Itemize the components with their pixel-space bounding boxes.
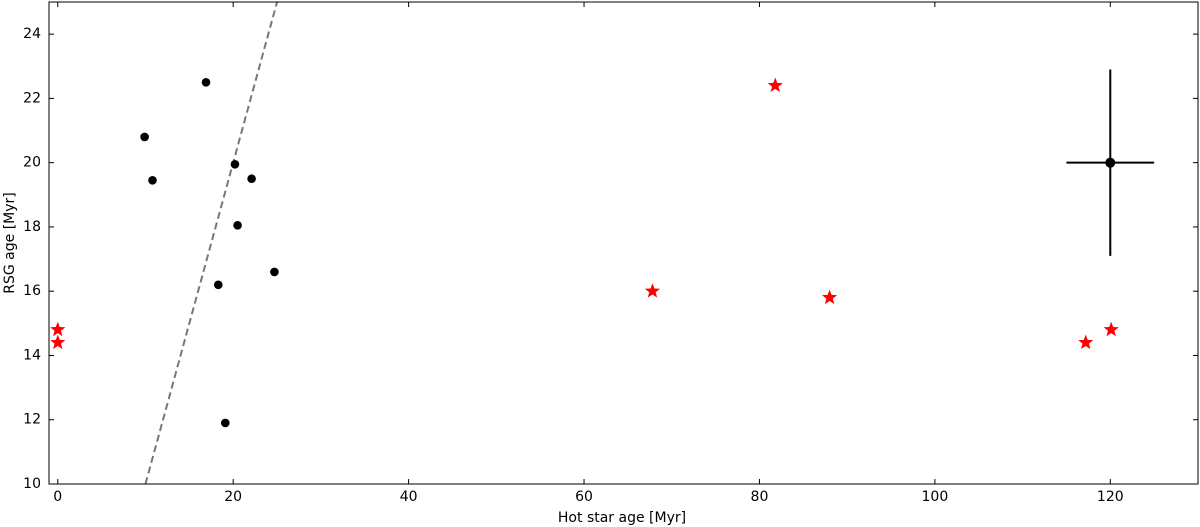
- star-point: [644, 283, 661, 298]
- point: [140, 132, 149, 142]
- x-tick-label: 20: [224, 489, 242, 505]
- star-point: [1078, 334, 1094, 350]
- point: [213, 280, 223, 290]
- reference-line: [144, 1, 279, 485]
- point: [230, 159, 240, 169]
- star-point: [822, 289, 838, 305]
- x-tick-label: 120: [1097, 489, 1124, 505]
- point: [247, 174, 256, 184]
- y-tick-label: 10: [23, 476, 41, 492]
- plot-frame: [48, 1, 1199, 485]
- x-tick-label: 0: [53, 489, 62, 505]
- star-point: [50, 321, 66, 337]
- x-tick-label: 80: [751, 489, 769, 505]
- error-point: [1105, 157, 1116, 168]
- point: [270, 267, 279, 277]
- x-tick-label: 40: [400, 489, 418, 505]
- point: [220, 418, 230, 428]
- point: [201, 78, 211, 87]
- y-tick-label: 18: [23, 219, 41, 235]
- point: [148, 176, 157, 185]
- star-point: [1103, 321, 1119, 337]
- y-tick-label: 12: [23, 412, 41, 428]
- y-tick-label: 20: [23, 155, 41, 171]
- y-tick-label: 22: [23, 90, 41, 106]
- x-tick-label: 60: [575, 489, 593, 505]
- y-axis-label: RSG age [Myr]: [2, 192, 18, 294]
- x-tick-label: 100: [922, 489, 949, 505]
- y-tick-label: 24: [23, 26, 41, 42]
- y-tick-label: 14: [23, 347, 41, 363]
- star-point: [50, 334, 66, 350]
- point: [233, 221, 242, 230]
- star-point: [767, 77, 783, 93]
- x-axis-label: Hot star age [Myr]: [558, 510, 686, 526]
- y-tick-label: 16: [23, 283, 41, 299]
